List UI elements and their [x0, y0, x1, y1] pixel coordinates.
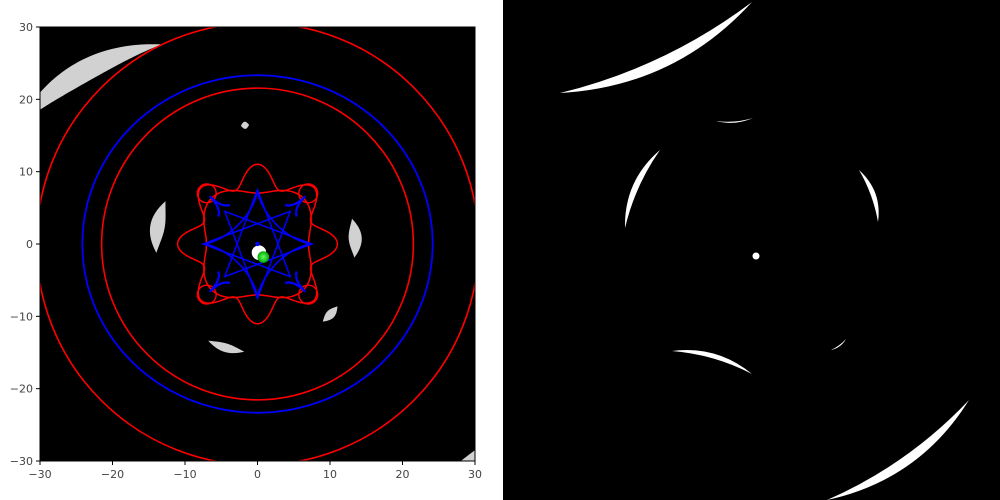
caustic-cusp-2 [208, 271, 231, 293]
x-tick-label: 30 [468, 468, 482, 481]
critical-curve-loop-3 [298, 284, 319, 305]
axis-ticks: −30 −20 −10 0 10 20 30 −30 −20 −10 0 10 20 30 [10, 21, 482, 481]
lensed-image-5 [322, 306, 338, 322]
critical-curves-layer [40, 27, 475, 461]
critical-curve-loop-2 [196, 284, 217, 305]
critical-curve-lobe-0 [176, 163, 339, 325]
caustic-cusp-1 [284, 195, 307, 217]
caustic-cusp-0 [208, 195, 231, 217]
x-tick-label: 0 [254, 468, 261, 481]
y-tick-label: 20 [19, 93, 33, 106]
caustic-star [200, 187, 315, 301]
lensed-image-6 [460, 450, 475, 461]
mask-blobs-layer [560, 2, 969, 500]
x-tick-label: 10 [323, 468, 337, 481]
x-tick-label: −20 [101, 468, 124, 481]
critical-curve-loop-0 [196, 183, 217, 204]
lensed-image-4 [208, 340, 245, 354]
source-marker [257, 251, 270, 263]
y-tick-label: 30 [19, 21, 33, 34]
source-layer [257, 251, 270, 263]
y-tick-label: −10 [10, 310, 33, 323]
lensed-image-0 [40, 44, 163, 110]
y-tick-label: −30 [10, 455, 33, 468]
mask-blob-2 [624, 150, 660, 228]
y-tick-label: −20 [10, 383, 33, 396]
critical-curve-ring [100, 87, 415, 401]
caustic-outer [81, 74, 434, 414]
y-tick-label: 0 [26, 238, 33, 251]
x-tick-label: −30 [28, 468, 51, 481]
mask-blob-1 [716, 118, 753, 123]
mask-dot [752, 252, 760, 260]
caustic-cusp-3 [284, 271, 307, 293]
lensed-image-1 [240, 121, 250, 129]
lensed-image-2 [149, 201, 166, 253]
x-tick-label: 20 [396, 468, 410, 481]
y-tick-label: 10 [19, 166, 33, 179]
binary-mask-panel [503, 0, 1000, 500]
x-tick-label: −10 [173, 468, 196, 481]
caustics-layer [81, 74, 434, 414]
caustic-center [255, 241, 260, 247]
mask-blob-3 [859, 170, 879, 222]
lens-contour-plot: −30 −20 −10 0 10 20 30 −30 −20 −10 0 10 20 30 [10, 21, 482, 481]
lensed-image-3 [348, 218, 362, 258]
mask-background [503, 0, 1000, 500]
mask-blob-4 [672, 350, 752, 374]
critical-curve-loop-1 [298, 183, 319, 204]
plot-area [40, 27, 475, 461]
